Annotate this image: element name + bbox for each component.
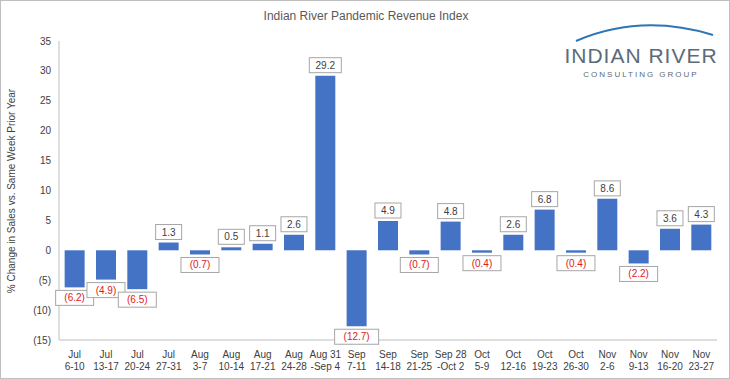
svg-text:4.9: 4.9 xyxy=(381,205,395,216)
svg-text:35: 35 xyxy=(40,36,52,47)
svg-text:4.3: 4.3 xyxy=(694,209,708,220)
svg-text:Oct: Oct xyxy=(506,349,522,360)
svg-text:19-23: 19-23 xyxy=(532,361,558,372)
svg-text:15: 15 xyxy=(40,155,52,166)
svg-text:Nov: Nov xyxy=(598,349,616,360)
svg-text:5-9: 5-9 xyxy=(475,361,490,372)
svg-text:3.6: 3.6 xyxy=(663,213,677,224)
svg-text:(4.9): (4.9) xyxy=(96,285,117,296)
svg-text:Jul: Jul xyxy=(68,349,81,360)
svg-text:Aug: Aug xyxy=(222,349,240,360)
svg-text:17-21: 17-21 xyxy=(250,361,276,372)
svg-text:(0.4): (0.4) xyxy=(472,258,493,269)
svg-text:(15): (15) xyxy=(33,335,51,346)
svg-text:Aug: Aug xyxy=(254,349,272,360)
svg-text:-Oct 2: -Oct 2 xyxy=(437,361,465,372)
svg-text:(5): (5) xyxy=(39,275,51,286)
svg-text:-Sep 4: -Sep 4 xyxy=(311,361,341,372)
svg-text:Oct: Oct xyxy=(537,349,553,360)
svg-text:5: 5 xyxy=(45,215,51,226)
svg-text:Sep 28: Sep 28 xyxy=(435,349,467,360)
svg-text:25: 25 xyxy=(40,95,52,106)
svg-text:21-25: 21-25 xyxy=(407,361,433,372)
svg-text:20: 20 xyxy=(40,125,52,136)
svg-text:Sep: Sep xyxy=(379,349,397,360)
svg-text:% Change in Sales vs. Same Wee: % Change in Sales vs. Same Week Prior Ye… xyxy=(8,88,17,293)
svg-text:Sep: Sep xyxy=(410,349,428,360)
svg-text:Nov: Nov xyxy=(630,349,648,360)
svg-text:Indian River Pandemic Revenue: Indian River Pandemic Revenue Index xyxy=(264,9,469,23)
svg-text:Oct: Oct xyxy=(474,349,490,360)
svg-text:26-30: 26-30 xyxy=(563,361,589,372)
svg-text:3-7: 3-7 xyxy=(193,361,208,372)
svg-text:Aug: Aug xyxy=(285,349,303,360)
svg-text:CONSULTING GROUP: CONSULTING GROUP xyxy=(583,70,698,79)
svg-text:6.8: 6.8 xyxy=(538,194,552,205)
svg-text:2-6: 2-6 xyxy=(600,361,615,372)
svg-text:Aug: Aug xyxy=(191,349,209,360)
svg-text:Jul: Jul xyxy=(100,349,113,360)
svg-text:1.1: 1.1 xyxy=(256,228,270,239)
svg-text:(0.7): (0.7) xyxy=(190,259,211,270)
svg-text:16-20: 16-20 xyxy=(657,361,683,372)
svg-text:30: 30 xyxy=(40,65,52,76)
svg-text:4.8: 4.8 xyxy=(444,206,458,217)
svg-text:10-14: 10-14 xyxy=(219,361,245,372)
svg-text:Nov: Nov xyxy=(661,349,679,360)
svg-text:(2.2): (2.2) xyxy=(628,268,649,279)
svg-text:1.3: 1.3 xyxy=(162,227,176,238)
svg-text:2.6: 2.6 xyxy=(506,219,520,230)
svg-text:(6.5): (6.5) xyxy=(127,294,148,305)
svg-text:24-28: 24-28 xyxy=(281,361,307,372)
svg-text:Jul: Jul xyxy=(162,349,175,360)
svg-text:29.2: 29.2 xyxy=(316,60,336,71)
svg-text:9-13: 9-13 xyxy=(629,361,649,372)
svg-text:Aug 31: Aug 31 xyxy=(309,349,341,360)
svg-text:23-27: 23-27 xyxy=(689,361,715,372)
svg-text:(6.2): (6.2) xyxy=(64,292,85,303)
svg-text:Jul: Jul xyxy=(131,349,144,360)
svg-text:7-11: 7-11 xyxy=(347,361,367,372)
svg-text:(12.7): (12.7) xyxy=(344,331,370,342)
svg-text:0: 0 xyxy=(45,245,51,256)
svg-text:(10): (10) xyxy=(33,305,51,316)
svg-text:Sep: Sep xyxy=(348,349,366,360)
svg-text:(0.4): (0.4) xyxy=(566,258,587,269)
svg-text:8.6: 8.6 xyxy=(600,183,614,194)
svg-text:6-10: 6-10 xyxy=(65,361,85,372)
svg-text:INDIAN RIVER: INDIAN RIVER xyxy=(564,44,717,67)
svg-text:20-24: 20-24 xyxy=(125,361,151,372)
svg-text:Nov: Nov xyxy=(692,349,710,360)
svg-text:27-31: 27-31 xyxy=(156,361,182,372)
svg-text:2.6: 2.6 xyxy=(287,219,301,230)
svg-text:14-18: 14-18 xyxy=(375,361,401,372)
svg-text:Oct: Oct xyxy=(568,349,584,360)
svg-text:10: 10 xyxy=(40,185,52,196)
svg-text:13-17: 13-17 xyxy=(93,361,119,372)
svg-text:(0.7): (0.7) xyxy=(409,259,430,270)
svg-text:12-16: 12-16 xyxy=(501,361,527,372)
svg-text:0.5: 0.5 xyxy=(224,231,238,242)
